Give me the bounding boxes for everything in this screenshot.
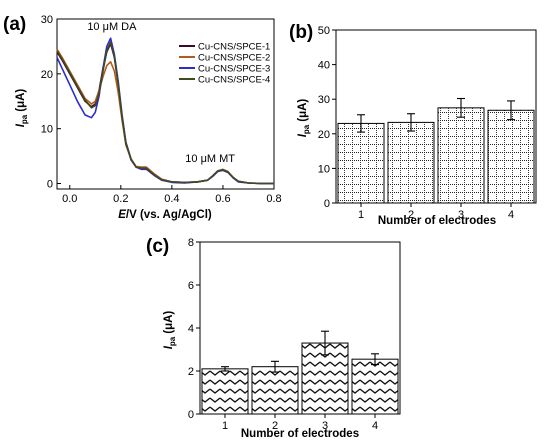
panel-a-legend-label-1: Cu-CNS/SPCE-1 <box>198 42 270 53</box>
panel-b-error-bar-3 <box>457 97 465 118</box>
panel-c-x-tick-label-3: 3 <box>322 420 328 432</box>
panel-a-x-axis-label: E/V (vs. Ag/AgCl) <box>118 209 212 221</box>
panel-b-y-tick-label-3: 30 <box>318 94 330 106</box>
panel-c-y-tick-label-4: 8 <box>188 237 194 249</box>
panel-a-x-tick-label-4: 0.8 <box>266 193 281 205</box>
panel-c-bar-chart: (c) 1 2 3 4 0 2 4 6 8 Ipa(μA) Number of electrod… <box>146 236 401 440</box>
panel-a-frame <box>56 18 275 190</box>
panel-a-annotation-2: 10 μM MT <box>185 153 235 165</box>
panel-b-x-axis-label: Number of electrodes <box>378 215 496 227</box>
panel-c-error-bar-4 <box>371 353 379 366</box>
panel-b-bar-2 <box>387 121 435 204</box>
panel-b-y-axis-label: Ipa(μA) <box>297 99 311 138</box>
panel-a-y-tick-label-2: 20 <box>41 69 53 81</box>
panel-c-bar-4 <box>351 358 399 415</box>
panel-a-ticks: 0.0 0.2 0.4 0.6 0.8 0 10 20 30 <box>41 14 282 205</box>
panel-a-x-tick-label-1: 0.2 <box>113 193 128 205</box>
panel-b-y-tick-label-0: 0 <box>324 198 330 210</box>
panel-c-y-tick-label-1: 2 <box>188 366 194 378</box>
panel-c-y-tick-label-0: 0 <box>188 409 194 421</box>
panel-b-bar-3 <box>437 107 485 204</box>
panel-b-frame <box>335 29 537 204</box>
panel-b-x-tick-label-3: 3 <box>458 209 464 221</box>
panel-b-label: (b) <box>289 22 313 43</box>
panel-b-x-tick-label-1: 1 <box>358 209 364 221</box>
panel-c-label: (c) <box>146 236 169 257</box>
panel-c-y-tick-label-3: 6 <box>188 280 194 292</box>
panel-a-x-tick-label-0: 0.0 <box>62 193 77 205</box>
panel-c-error-bar-3 <box>321 330 329 356</box>
panel-a-x-tick-label-3: 0.6 <box>215 193 230 205</box>
panel-a-legend-label-2: Cu-CNS/SPCE-2 <box>198 53 270 64</box>
panel-b-y-tick-label-4: 40 <box>318 60 330 72</box>
panel-c-error-bar-1 <box>221 366 229 372</box>
panel-c-bar-2 <box>251 366 299 415</box>
panel-a-y-axis-label: Ipa(μA) <box>15 89 29 128</box>
panel-c-x-axis-label: Number of electrodes <box>241 428 359 440</box>
panel-c-x-tick-label-2: 2 <box>272 420 278 432</box>
panel-c-x-tick-label-1: 1 <box>222 420 228 432</box>
panel-b-bars <box>337 97 535 204</box>
panel-a-y-tick-label-0: 0 <box>47 179 53 191</box>
panel-b-x-tick-label-4: 4 <box>508 209 514 221</box>
panel-b-bar-1 <box>337 122 385 204</box>
panel-b-x-tick-label-2: 2 <box>408 209 414 221</box>
panel-a-series <box>56 37 274 185</box>
panel-a-y-tick-label-3: 30 <box>41 14 53 26</box>
panel-a-y-tick-label-1: 10 <box>41 124 53 136</box>
panel-b-y-tick-label-1: 10 <box>318 163 330 175</box>
panel-b-y-tick-label-2: 20 <box>318 129 330 141</box>
panel-a-legend-label-4: Cu-CNS/SPCE-4 <box>198 75 270 86</box>
panel-a-label: (a) <box>3 14 26 35</box>
panel-a-annotations: 10 μM DA 10 μM MT <box>87 21 235 165</box>
panel-c-y-axis-label: Ipa(μA) <box>163 311 177 350</box>
panel-c-ticks: 1 2 3 4 0 2 4 6 8 <box>188 237 378 432</box>
panel-b-bar-4 <box>487 109 535 204</box>
panel-a-legend-label-3: Cu-CNS/SPCE-3 <box>198 64 270 75</box>
panel-c-y-tick-label-2: 4 <box>188 323 194 335</box>
panel-c-x-tick-label-4: 4 <box>372 420 378 432</box>
panel-c-bar-1 <box>201 368 249 415</box>
panel-b-error-bar-1 <box>357 114 365 133</box>
panel-a-series-line-4 <box>56 41 274 185</box>
panel-b-error-bar-2 <box>407 113 415 132</box>
panel-b-y-tick-label-5: 50 <box>318 25 330 37</box>
panel-a-x-tick-label-2: 0.4 <box>164 193 179 205</box>
panel-b-error-bar-4 <box>507 100 515 121</box>
panel-c-error-bar-2 <box>271 360 279 373</box>
panel-a-annotation-1: 10 μM DA <box>87 21 137 33</box>
panel-a-legend: Cu-CNS/SPCE-1Cu-CNS/SPCE-2Cu-CNS/SPCE-3C… <box>179 42 270 86</box>
panel-c-bars <box>201 330 399 415</box>
